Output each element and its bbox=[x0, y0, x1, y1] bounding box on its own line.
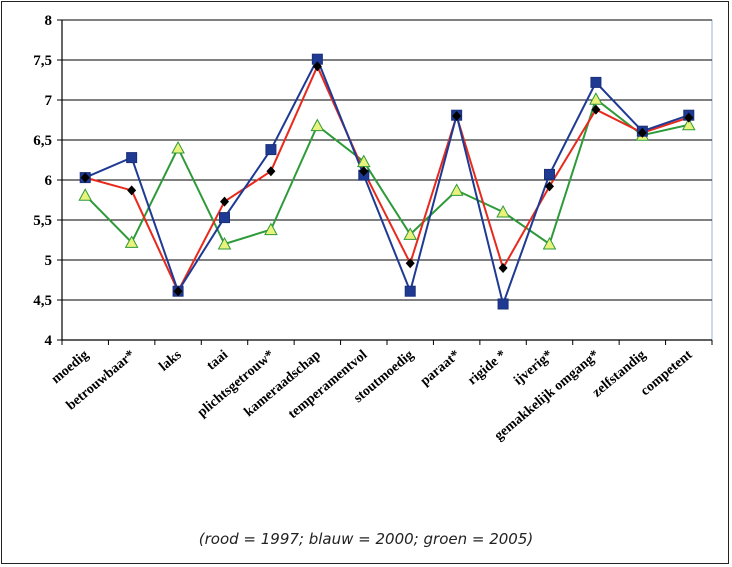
y-tick-label: 8 bbox=[45, 13, 53, 29]
data-point-groen bbox=[496, 204, 510, 218]
data-point-groen bbox=[449, 183, 464, 196]
data-point-blauw bbox=[265, 144, 277, 156]
x-tick-label: paraat* bbox=[418, 348, 463, 389]
data-point-groen bbox=[217, 236, 232, 250]
y-tick-label: 5,5 bbox=[33, 213, 52, 229]
x-tick-label: taai bbox=[204, 348, 231, 374]
x-tick-label: competent bbox=[638, 347, 696, 399]
y-tick-label: 4,5 bbox=[33, 293, 52, 309]
x-tick-label: ijverig* bbox=[511, 348, 556, 389]
x-tick-label: moedig bbox=[49, 348, 92, 387]
data-point-blauw bbox=[404, 285, 416, 297]
y-tick-label: 6 bbox=[45, 173, 53, 189]
data-point-rood bbox=[498, 263, 508, 273]
data-point-blauw bbox=[497, 298, 509, 310]
data-point-groen bbox=[264, 222, 278, 236]
data-point-groen bbox=[589, 92, 603, 105]
data-point-rood bbox=[591, 104, 601, 115]
data-point-groen bbox=[171, 140, 185, 154]
data-point-rood bbox=[637, 127, 647, 138]
data-point-rood bbox=[80, 172, 90, 183]
data-point-groen bbox=[78, 188, 93, 201]
data-point-blauw bbox=[590, 76, 602, 88]
x-tick-label: rigide * bbox=[465, 348, 509, 389]
x-tick-label: laks bbox=[157, 347, 186, 374]
data-point-rood bbox=[173, 286, 183, 297]
data-point-groen bbox=[681, 117, 696, 131]
data-point-rood bbox=[127, 185, 137, 196]
series-line-blauw bbox=[84, 56, 690, 308]
data-point-blauw bbox=[219, 212, 230, 224]
data-point-blauw bbox=[126, 152, 138, 164]
series-line-rood bbox=[84, 63, 690, 294]
y-tick-label: 7,5 bbox=[33, 53, 52, 69]
y-tick-label: 4 bbox=[45, 333, 53, 349]
data-point-groen bbox=[403, 227, 418, 240]
data-point-groen bbox=[124, 235, 139, 248]
data-point-rood bbox=[266, 166, 276, 177]
data-point-rood bbox=[452, 111, 462, 121]
data-point-rood bbox=[405, 258, 415, 269]
y-tick-label: 7 bbox=[45, 93, 53, 109]
data-point-groen bbox=[542, 236, 557, 250]
data-point-rood bbox=[545, 181, 554, 192]
data-point-blauw bbox=[544, 168, 555, 180]
y-tick-label: 6,5 bbox=[33, 133, 52, 149]
series-line-groen bbox=[84, 97, 690, 246]
data-point-groen bbox=[310, 118, 325, 132]
x-tick-label: temperamentvol bbox=[286, 348, 371, 423]
data-point-rood bbox=[312, 61, 322, 72]
data-point-rood bbox=[359, 166, 369, 177]
data-point-rood bbox=[684, 112, 694, 123]
data-point-rood bbox=[220, 196, 229, 207]
y-tick-label: 5 bbox=[45, 253, 53, 269]
chart-caption: (rood = 1997; blauw = 2000; groen = 2005… bbox=[198, 530, 534, 548]
